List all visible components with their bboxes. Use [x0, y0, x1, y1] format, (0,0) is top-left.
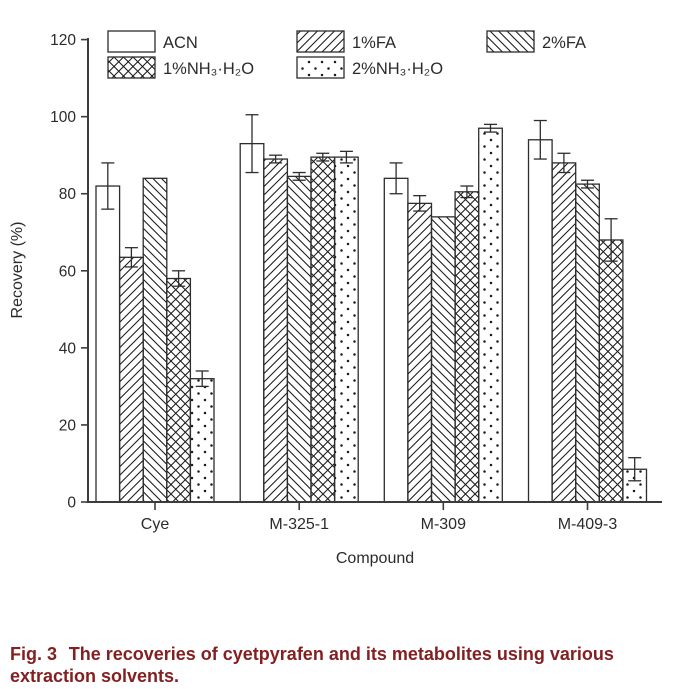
- error-bar: [604, 218, 618, 262]
- recovery-bar-chart: 0 20 40 60 80 100 120 Cye M-325-1 M-309 M-409-3 Rec…: [9, 30, 662, 567]
- legend-item: [296, 56, 345, 79]
- error-bar: [316, 152, 330, 162]
- x-tick-label: Cye: [141, 516, 170, 533]
- error-bar: [533, 119, 547, 160]
- y-tick-label: 20: [59, 417, 77, 434]
- error-bar: [124, 247, 138, 268]
- y-tick-label: 0: [67, 495, 76, 512]
- bar: [598, 239, 624, 503]
- legend-label: 2%NH₃·H₂O: [352, 60, 443, 78]
- legend-swatch: [296, 56, 345, 79]
- error-bar: [484, 123, 497, 133]
- bar-group-M-309: [383, 123, 503, 503]
- bar: [383, 177, 409, 503]
- bar: [310, 156, 336, 503]
- error-bar: [292, 171, 306, 181]
- x-tick-label: M-409-3: [558, 516, 618, 533]
- error-bar: [557, 152, 571, 174]
- bar: [263, 158, 289, 503]
- bar-group-Cye: [95, 162, 215, 503]
- bar: [286, 175, 312, 503]
- caption-label: Fig. 3: [10, 644, 58, 664]
- legend-swatch: [107, 30, 156, 53]
- error-bar: [460, 185, 474, 199]
- bar: [551, 162, 577, 503]
- bar: [430, 216, 456, 503]
- legend-label: ACN: [163, 34, 198, 52]
- error-bar: [195, 370, 209, 388]
- x-tick-label: M-325-1: [269, 516, 329, 533]
- error-bar: [581, 179, 594, 189]
- bar-group-M-409-3: [527, 119, 648, 503]
- bar: [142, 177, 168, 503]
- bar-group-M-325-1: [239, 114, 359, 503]
- legend: [107, 30, 535, 79]
- error-bar: [339, 150, 353, 164]
- bars-layer: [95, 114, 648, 503]
- bar: [118, 256, 144, 503]
- bar: [407, 202, 433, 503]
- legend-swatch: [107, 56, 156, 79]
- y-tick-label: 80: [59, 186, 77, 203]
- legend-label: 1%FA: [352, 34, 396, 52]
- y-axis-title: Recovery (%): [9, 222, 26, 319]
- bar: [189, 378, 215, 503]
- bar: [333, 156, 359, 503]
- y-tick-label: 120: [50, 32, 76, 49]
- bar: [454, 191, 480, 503]
- error-bar: [269, 154, 283, 164]
- y-tick-label: 40: [59, 340, 77, 357]
- y-tick-label: 60: [59, 263, 77, 280]
- legend-item: [107, 56, 156, 79]
- bar: [95, 185, 121, 503]
- legend-swatch: [486, 30, 535, 53]
- legend-item: [486, 30, 535, 53]
- error-bar: [172, 270, 186, 287]
- bar: [527, 139, 553, 503]
- legend-label: 1%NH₃·H₂O: [163, 60, 254, 78]
- axes: [81, 38, 662, 510]
- bar: [239, 142, 265, 503]
- bar: [575, 183, 600, 503]
- error-bar: [245, 114, 259, 174]
- x-tick-label: M-309: [421, 516, 466, 533]
- error-bar: [101, 162, 115, 210]
- error-bar: [628, 457, 642, 482]
- legend-label: 2%FA: [542, 34, 586, 52]
- legend-swatch: [296, 30, 345, 53]
- legend-item: [296, 30, 345, 53]
- figure-caption: Fig. 3 The recoveries of cyetpyrafen and …: [10, 644, 664, 688]
- bar: [478, 127, 503, 503]
- error-bar: [389, 162, 403, 195]
- bar: [166, 277, 192, 503]
- error-bar: [413, 195, 427, 212]
- x-axis-title: Compound: [336, 550, 414, 567]
- legend-item: [107, 30, 156, 53]
- caption-text: The recoveries of cyetpyrafen and its me…: [10, 644, 614, 686]
- y-tick-label: 100: [50, 109, 76, 126]
